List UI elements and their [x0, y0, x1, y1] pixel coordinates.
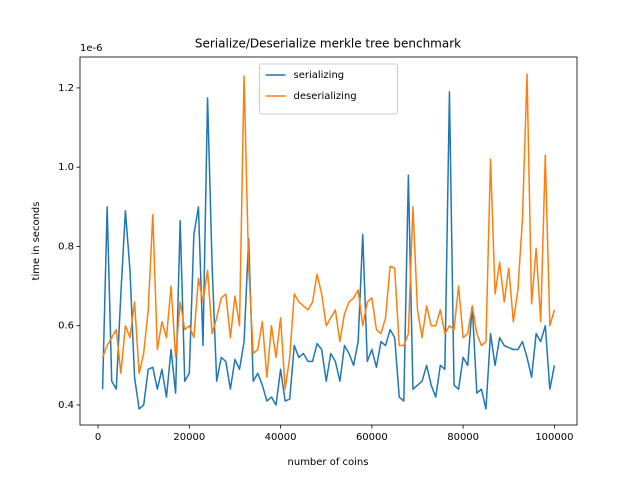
- x-axis-label: number of coins: [288, 457, 369, 468]
- x-tick-label: 60000: [356, 432, 388, 443]
- x-tick-label: 0: [95, 432, 101, 443]
- series-line: [101, 91, 556, 410]
- x-tick-label: 40000: [265, 432, 297, 443]
- y-tick-label: 0.4: [58, 400, 74, 411]
- legend-label: serializing: [294, 70, 345, 81]
- legend-label: deserializing: [294, 91, 357, 102]
- offset-label: 1e-6: [80, 43, 103, 54]
- series-line: [101, 73, 556, 390]
- plot-frame: [79, 56, 578, 426]
- legend-box: [259, 63, 398, 115]
- y-tick-label: 1.2: [58, 83, 74, 94]
- y-tick-label: 1.0: [58, 162, 74, 173]
- x-tick-label: 20000: [173, 432, 205, 443]
- y-tick-label: 0.8: [58, 241, 74, 252]
- x-tick-label: 100000: [535, 432, 573, 443]
- y-axis-label: time in seconds: [31, 202, 42, 281]
- chart-title: Serialize/Deserialize merkle tree benchm…: [195, 37, 461, 51]
- y-tick-label: 0.6: [58, 321, 74, 332]
- x-tick-label: 80000: [447, 432, 479, 443]
